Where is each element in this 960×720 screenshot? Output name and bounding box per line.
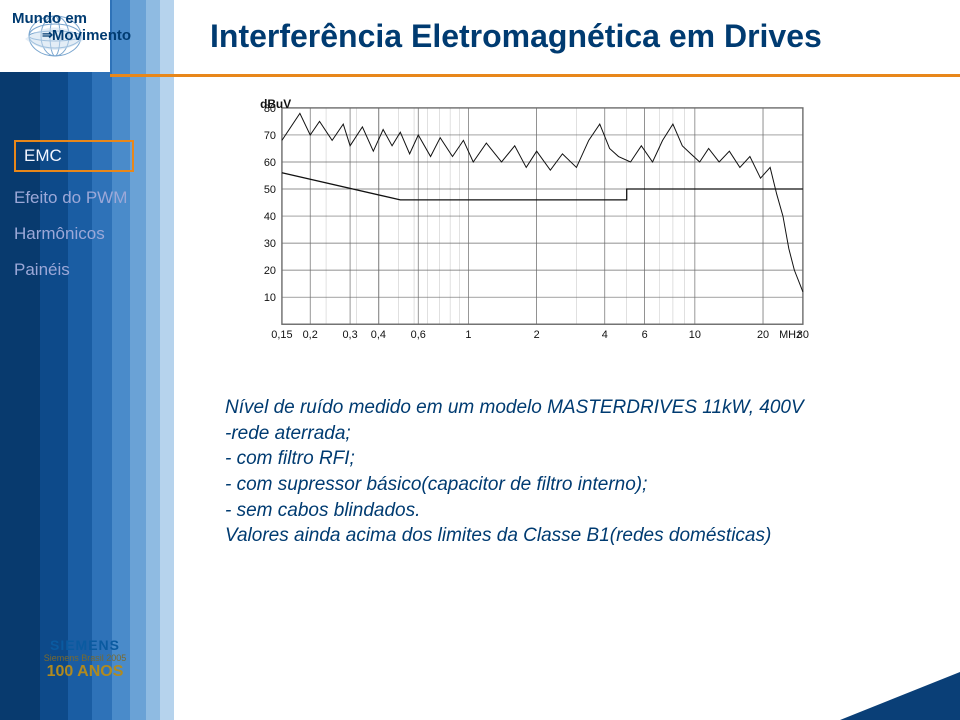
svg-text:30: 30: [264, 238, 276, 250]
svg-text:70: 70: [264, 130, 276, 142]
caption-l3: - com filtro RFI;: [225, 446, 865, 472]
svg-text:0,15: 0,15: [271, 329, 292, 341]
caption-l6: Valores ainda acima dos limites da Class…: [225, 523, 865, 549]
svg-text:4: 4: [602, 329, 608, 341]
footer-years: 100 ANOS: [47, 663, 124, 681]
footer-logo: SIEMENS Siemens Brasil 2005 100 ANOS: [30, 624, 140, 694]
svg-text:dBuV: dBuV: [260, 97, 291, 111]
svg-text:10: 10: [689, 329, 701, 341]
page-title: Interferência Eletromagnética em Drives: [210, 18, 822, 55]
svg-text:20: 20: [757, 329, 769, 341]
svg-text:0,6: 0,6: [411, 329, 426, 341]
footer-sub: Siemens Brasil 2005: [44, 653, 127, 663]
footer-brand: SIEMENS: [50, 637, 120, 653]
brand-line1: Mundo em: [12, 10, 162, 27]
svg-text:40: 40: [264, 211, 276, 223]
svg-text:10: 10: [264, 292, 276, 304]
svg-text:2: 2: [534, 329, 540, 341]
svg-text:20: 20: [264, 265, 276, 277]
svg-text:0,4: 0,4: [371, 329, 386, 341]
caption-block: Nível de ruído medido em um modelo MASTE…: [225, 395, 865, 549]
caption-l5: - sem cabos blindados.: [225, 498, 865, 524]
caption-l1: Nível de ruído medido em um modelo MASTE…: [225, 395, 865, 421]
sidebar-item-pwm[interactable]: Efeito do PWM: [14, 188, 164, 208]
emi-chart: 10203040506070800,150,20,30,40,612461020…: [225, 95, 835, 355]
background-stripes: [0, 0, 180, 720]
sidebar-item-harmonicos[interactable]: Harmônicos: [14, 224, 164, 244]
caption-l4: - com supressor básico(capacitor de filt…: [225, 472, 865, 498]
arrow-icon: ⇒: [42, 28, 48, 43]
brand-block: Mundo em ⇒ Movimento: [12, 10, 162, 58]
svg-text:0,2: 0,2: [303, 329, 318, 341]
brand-line2: Movimento: [52, 27, 131, 44]
svg-text:60: 60: [264, 157, 276, 169]
sidebar-item-paineis[interactable]: Painéis: [14, 260, 164, 280]
corner-triangle: [840, 672, 960, 720]
svg-text:0,3: 0,3: [342, 329, 357, 341]
svg-text:50: 50: [264, 184, 276, 196]
svg-text:MHz: MHz: [779, 329, 801, 341]
sidebar: EMC Efeito do PWM Harmônicos Painéis: [14, 140, 164, 296]
svg-text:6: 6: [642, 329, 648, 341]
title-underline: [110, 74, 960, 77]
svg-text:1: 1: [465, 329, 471, 341]
caption-l2: -rede aterrada;: [225, 421, 865, 447]
sidebar-item-emc[interactable]: EMC: [14, 140, 134, 172]
